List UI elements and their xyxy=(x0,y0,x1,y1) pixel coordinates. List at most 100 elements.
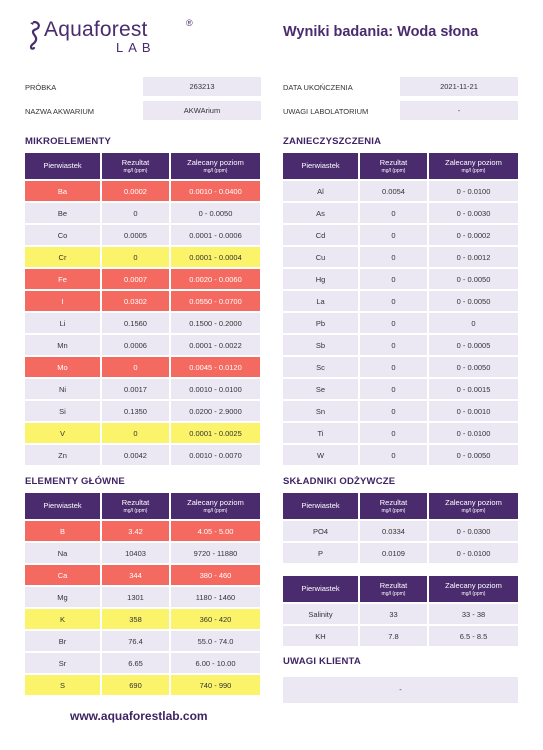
cell-result: 0.0042 xyxy=(102,445,169,465)
cell-element: P xyxy=(283,543,358,563)
section-title-nutrients: SKŁADNIKI ODŻYWCZE xyxy=(283,476,396,487)
table-row: Sn 0 0 - 0.0010 xyxy=(283,401,518,421)
cell-range: 6.00 - 10.00 xyxy=(171,653,260,673)
cell-result: 0.0334 xyxy=(360,521,427,541)
header-unit-label: mg/l (ppm) xyxy=(203,507,228,514)
cell-element: Mo xyxy=(25,357,100,377)
table-row: B 3.42 4.05 - 5.00 xyxy=(25,521,260,541)
header-element-label: Pierwiastek xyxy=(301,584,340,593)
section-title-pollutants: ZANIECZYSZCZENIA xyxy=(283,136,382,147)
table-header: Pierwiastek Rezultat mg/l (ppm) Zalecany po… xyxy=(283,576,518,602)
cell-range: 55.0 - 74.0 xyxy=(171,631,260,651)
cell-range: 0.0001 - 0.0025 xyxy=(171,423,260,443)
micro-elements-table: Pierwiastek Rezultat mg/l (ppm) Zalecany po… xyxy=(25,153,260,467)
cell-element: Sc xyxy=(283,357,358,377)
cell-result: 0 xyxy=(360,335,427,355)
table-row: Salinity 33 33 - 38 xyxy=(283,604,518,624)
cell-result: 0.0302 xyxy=(102,291,169,311)
header-result-label: Rezultat xyxy=(121,157,150,167)
table-row: Na 10403 9720 - 11880 xyxy=(25,543,260,563)
header-recommended-label: Zalecany poziom xyxy=(445,580,502,590)
cell-range: 0 - 0.0050 xyxy=(429,269,518,289)
tank-value: AKWArium xyxy=(143,101,261,120)
table-row: Pb 0 0 xyxy=(283,313,518,333)
cell-element: Mg xyxy=(25,587,100,607)
lab-notes-value: - xyxy=(400,101,518,120)
cell-element: Li xyxy=(25,313,100,333)
cell-element: Na xyxy=(25,543,100,563)
cell-result: 0.0054 xyxy=(360,181,427,201)
cell-range: 0 - 0.0015 xyxy=(429,379,518,399)
header-unit-label: mg/l (ppm) xyxy=(461,590,486,597)
cell-element: V xyxy=(25,423,100,443)
cell-element: PO4 xyxy=(283,521,358,541)
cell-range: 1180 - 1460 xyxy=(171,587,260,607)
cell-result: 1301 xyxy=(102,587,169,607)
registered-mark: ® xyxy=(186,18,193,28)
header-recommended-label: Zalecany poziom xyxy=(187,497,244,507)
cell-range: 0 - 0.0100 xyxy=(429,423,518,443)
cell-range: 0.0200 - 2.9000 xyxy=(171,401,260,421)
cell-element: Fe xyxy=(25,269,100,289)
header-recommended-label: Zalecany poziom xyxy=(187,157,244,167)
cell-result: 690 xyxy=(102,675,169,695)
table-header: Pierwiastek Rezultat mg/l (ppm) Zalecany po… xyxy=(283,493,518,519)
header-recommended: Zalecany poziom mg/l (ppm) xyxy=(429,576,518,602)
cell-result: 0 xyxy=(360,269,427,289)
cell-result: 33 xyxy=(360,604,427,624)
header-result-label: Rezultat xyxy=(379,157,408,167)
cell-result: 0.0006 xyxy=(102,335,169,355)
cell-element: Se xyxy=(283,379,358,399)
cell-result: 0.0002 xyxy=(102,181,169,201)
cell-element: Ba xyxy=(25,181,100,201)
cell-range: 0 - 0.0002 xyxy=(429,225,518,245)
cell-element: S xyxy=(25,675,100,695)
cell-result: 0 xyxy=(360,401,427,421)
header-element: Pierwiastek xyxy=(283,153,358,179)
header-element-label: Pierwiastek xyxy=(301,501,340,510)
header-unit-label: mg/l (ppm) xyxy=(461,507,486,514)
table-row: Mg 1301 1180 - 1460 xyxy=(25,587,260,607)
header-unit-label: mg/l (ppm) xyxy=(381,590,406,597)
header-result: Rezultat mg/l (ppm) xyxy=(360,576,427,602)
cell-range: 0 - 0.0050 xyxy=(171,203,260,223)
table-row: K 358 360 - 420 xyxy=(25,609,260,629)
cell-element: La xyxy=(283,291,358,311)
cell-range: 380 - 460 xyxy=(171,565,260,585)
cell-range: 0 - 0.0030 xyxy=(429,203,518,223)
table-row: Si 0.1350 0.0200 - 2.9000 xyxy=(25,401,260,421)
cell-range: 0 - 0.0005 xyxy=(429,335,518,355)
cell-result: 0 xyxy=(360,203,427,223)
header-recommended: Zalecany poziom mg/l (ppm) xyxy=(429,153,518,179)
cell-element: Cr xyxy=(25,247,100,267)
cell-range: 0.0001 - 0.0006 xyxy=(171,225,260,245)
report-title: Wyniki badania: Woda słona xyxy=(283,24,479,40)
table-row: Cr 0 0.0001 - 0.0004 xyxy=(25,247,260,267)
table-row: V 0 0.0001 - 0.0025 xyxy=(25,423,260,443)
main-elements-table: Pierwiastek Rezultat mg/l (ppm) Zalecany po… xyxy=(25,493,260,697)
cell-range: 0.0010 - 0.0070 xyxy=(171,445,260,465)
cell-result: 0 xyxy=(102,203,169,223)
cell-range: 0.0550 - 0.0700 xyxy=(171,291,260,311)
header-result: Rezultat mg/l (ppm) xyxy=(102,493,169,519)
table-header: Pierwiastek Rezultat mg/l (ppm) Zalecany po… xyxy=(283,153,518,179)
cell-element: KH xyxy=(283,626,358,646)
cell-range: 0 - 0.0100 xyxy=(429,181,518,201)
cell-element: I xyxy=(25,291,100,311)
header-recommended-label: Zalecany poziom xyxy=(445,497,502,507)
header-element-label: Pierwiastek xyxy=(301,161,340,170)
client-notes-value: - xyxy=(283,677,518,703)
header-result-label: Rezultat xyxy=(121,497,150,507)
cell-result: 0.1350 xyxy=(102,401,169,421)
cell-element: Sr xyxy=(25,653,100,673)
cell-element: W xyxy=(283,445,358,465)
cell-element: Co xyxy=(25,225,100,245)
website-link[interactable]: www.aquaforestlab.com xyxy=(70,709,208,723)
cell-result: 0 xyxy=(360,379,427,399)
sample-value: 263213 xyxy=(143,77,261,96)
cell-result: 0 xyxy=(360,445,427,465)
date-label: DATA UKOŃCZENIA xyxy=(283,83,353,92)
cell-result: 76.4 xyxy=(102,631,169,651)
cell-element: Hg xyxy=(283,269,358,289)
cell-range: 0.0001 - 0.0022 xyxy=(171,335,260,355)
